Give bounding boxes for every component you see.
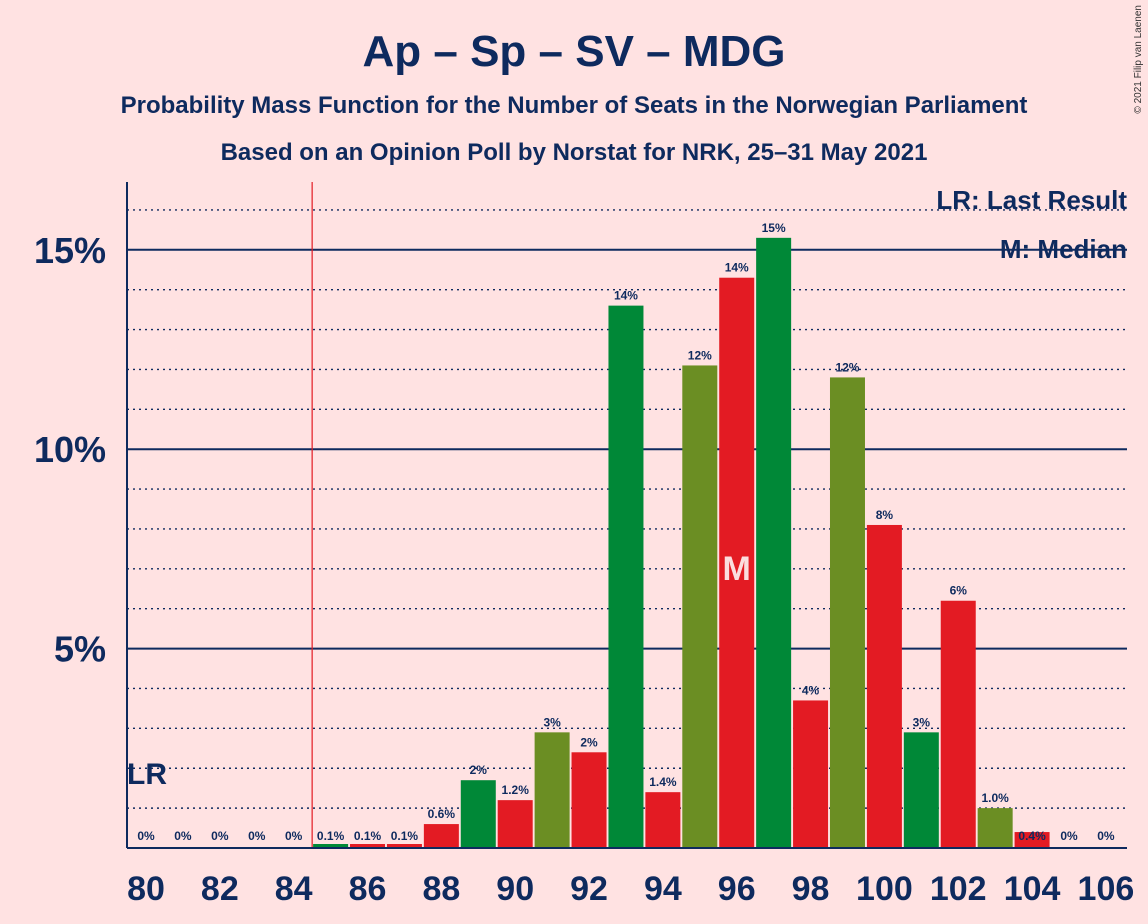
x-tick-label: 90 xyxy=(496,870,534,908)
bar-value-label: 0.1% xyxy=(317,829,345,843)
y-axis-labels: 5% 10% 15% xyxy=(34,230,106,670)
x-axis-labels: 80 82 84 86 88 90 92 94 96 98 100 102 104 106 xyxy=(127,870,1134,908)
seat-bar xyxy=(866,524,902,848)
chart-title: Ap – Sp – SV – MDG xyxy=(363,27,786,76)
x-tick-label: 88 xyxy=(422,870,460,908)
bar-value-label: 14% xyxy=(725,261,749,275)
bar-value-label: 0% xyxy=(248,829,266,843)
x-tick-label: 86 xyxy=(349,870,387,908)
seat-bar xyxy=(423,824,459,848)
seat-bar xyxy=(313,844,349,848)
bar-value-label: 0.1% xyxy=(391,829,419,843)
seat-bar xyxy=(386,844,422,848)
last-result-marker: LR xyxy=(127,758,167,791)
x-tick-label: 100 xyxy=(856,870,913,908)
chart-subtitle: Probability Mass Function for the Number… xyxy=(121,92,1028,119)
x-tick-label: 82 xyxy=(201,870,239,908)
bar-value-label: 0.4% xyxy=(1018,829,1046,843)
seat-bar xyxy=(645,792,681,848)
bar-value-label: 3% xyxy=(913,715,931,729)
bar-value-label: 0.1% xyxy=(354,829,382,843)
bar-value-label: 12% xyxy=(835,360,859,374)
legend-median: M: Median xyxy=(1000,234,1127,264)
legend-last-result: LR: Last Result xyxy=(936,185,1127,215)
bar-value-label: 8% xyxy=(876,508,894,522)
x-tick-label: 104 xyxy=(1004,870,1061,908)
seat-bar xyxy=(829,377,865,848)
bar-value-label: 3% xyxy=(543,715,561,729)
seat-bar xyxy=(756,237,792,848)
seat-bar xyxy=(682,365,718,848)
bar-value-label: 1.4% xyxy=(649,775,677,789)
seat-bar xyxy=(977,808,1013,848)
bar-value-label: 2% xyxy=(470,763,488,777)
seat-bar xyxy=(534,732,570,848)
seat-bar xyxy=(497,800,533,848)
seat-bar xyxy=(460,780,496,848)
bar-value-label: 0.6% xyxy=(428,807,456,821)
bar-value-label: 1.2% xyxy=(502,783,530,797)
x-tick-label: 80 xyxy=(127,870,165,908)
bar-value-label: 15% xyxy=(762,221,786,235)
bar-value-label: 14% xyxy=(614,289,638,303)
x-tick-label: 94 xyxy=(644,870,682,908)
x-tick-label: 102 xyxy=(930,870,987,908)
seat-bar xyxy=(350,844,386,848)
bar-value-label: 0% xyxy=(174,829,192,843)
seat-bar xyxy=(903,732,939,848)
y-tick-label: 5% xyxy=(54,629,106,670)
seat-bar xyxy=(608,305,644,848)
bar-value-label: 0% xyxy=(137,829,155,843)
seat-bar xyxy=(571,752,607,848)
bar-value-label: 2% xyxy=(580,735,598,749)
bar-value-label: 0% xyxy=(1097,829,1115,843)
y-tick-label: 10% xyxy=(34,429,106,470)
bar-value-label: 0% xyxy=(211,829,229,843)
x-tick-label: 96 xyxy=(718,870,756,908)
bar-value-label: 12% xyxy=(688,348,712,362)
x-tick-label: 106 xyxy=(1078,870,1135,908)
bar-value-label: 4% xyxy=(802,683,820,697)
bar-value-label: 1.0% xyxy=(981,791,1009,805)
copyright-note: © 2021 Filip van Laenen xyxy=(1133,5,1144,114)
seat-bar xyxy=(940,600,976,848)
chart-source: Based on an Opinion Poll by Norstat for … xyxy=(221,139,928,166)
y-tick-label: 15% xyxy=(34,230,106,271)
x-tick-label: 92 xyxy=(570,870,608,908)
seat-bar xyxy=(793,700,829,848)
seat-bar xyxy=(1014,832,1050,848)
seat-bar xyxy=(719,277,755,848)
bar-value-label: 0% xyxy=(285,829,303,843)
x-tick-label: 98 xyxy=(792,870,830,908)
x-tick-label: 84 xyxy=(275,870,313,908)
bar-value-label: 0% xyxy=(1060,829,1078,843)
bar-value-label: 6% xyxy=(950,584,968,598)
bars xyxy=(313,237,1050,848)
median-marker: M xyxy=(723,550,751,588)
bar-value-labels: 0% 0% 0% 0% 0% 0.1% 0.1% 0.1% 0.6% 2% 1.2% 3% 2% 14% 1… xyxy=(137,221,1115,843)
